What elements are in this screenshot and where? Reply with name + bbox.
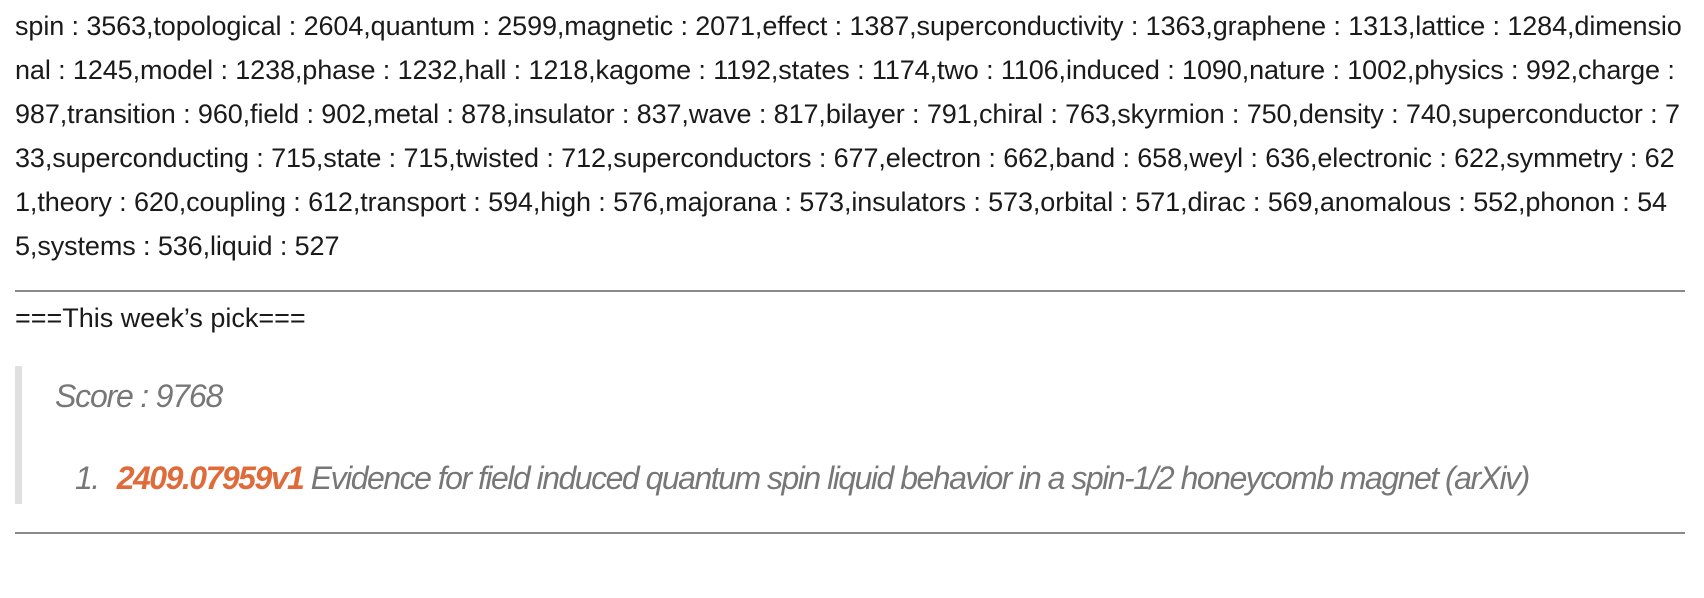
pick-blockquote: Score : 9768 1. 2409.07959v1 Evidence for…: [15, 366, 1685, 504]
list-item-number: 1.: [75, 460, 100, 496]
paper-id-link[interactable]: 2409.07959v1: [116, 460, 305, 496]
pick-list: 1. 2409.07959v1 Evidence for field induce…: [55, 456, 1685, 500]
pick-heading: ===This week’s pick===: [15, 303, 306, 333]
divider-top: [15, 290, 1685, 292]
keyword-counts: spin : 3563,topological : 2604,quantum :…: [15, 11, 1682, 261]
score-text: Score : 9768: [55, 378, 223, 414]
page: spin : 3563,topological : 2604,quantum :…: [15, 11, 1685, 534]
paper-title: Evidence for field induced quantum spin …: [310, 460, 1531, 496]
divider-bottom: [15, 532, 1685, 534]
list-item: 1. 2409.07959v1 Evidence for field induce…: [75, 456, 1685, 500]
